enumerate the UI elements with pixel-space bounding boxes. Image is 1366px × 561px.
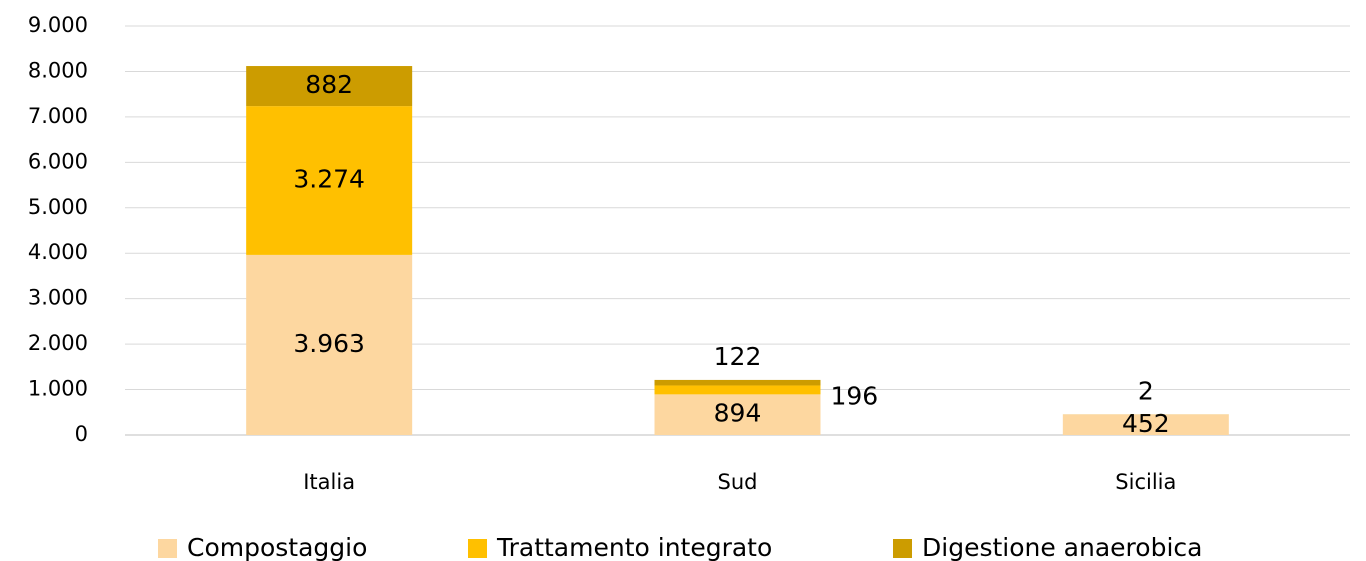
- x-tick-label: Sud: [718, 470, 758, 494]
- legend-swatch: [893, 539, 912, 558]
- data-label: 882: [305, 70, 353, 99]
- y-tick-label: 2.000: [28, 331, 88, 355]
- y-tick-label: 6.000: [28, 149, 88, 173]
- y-tick-label: 8.000: [28, 58, 88, 82]
- data-label: 3.274: [293, 165, 365, 194]
- y-tick-label: 5.000: [28, 195, 88, 219]
- legend-label: Compostaggio: [187, 533, 367, 561]
- y-tick-label: 1.000: [28, 377, 88, 401]
- x-tick-label: Italia: [303, 470, 355, 494]
- y-tick-label: 3.000: [28, 286, 88, 310]
- data-label: 196: [831, 381, 879, 410]
- legend-label: Digestione anaerobica: [922, 533, 1202, 561]
- bar-segment: [654, 385, 821, 395]
- legend-swatch: [158, 539, 177, 558]
- y-tick-label: 7.000: [28, 104, 88, 128]
- x-tick-label: Sicilia: [1115, 470, 1176, 494]
- bar-segment: [246, 106, 413, 255]
- data-label: 2: [1138, 376, 1154, 405]
- data-label: 452: [1122, 409, 1170, 438]
- bar-segment: [654, 379, 821, 386]
- data-label: 122: [714, 342, 762, 371]
- data-label: 894: [714, 399, 762, 428]
- bar-segment: [654, 394, 821, 435]
- y-tick-label: 4.000: [28, 240, 88, 264]
- y-tick-label: 9.000: [28, 13, 88, 37]
- bar-segment: [246, 254, 413, 435]
- legend-swatch: [468, 539, 487, 558]
- bar-segment: [246, 66, 413, 107]
- y-tick-label: 0: [75, 422, 88, 446]
- legend-label: Trattamento integrato: [496, 533, 772, 561]
- bar-segment: [1062, 414, 1229, 435]
- data-label: 3.963: [293, 329, 365, 358]
